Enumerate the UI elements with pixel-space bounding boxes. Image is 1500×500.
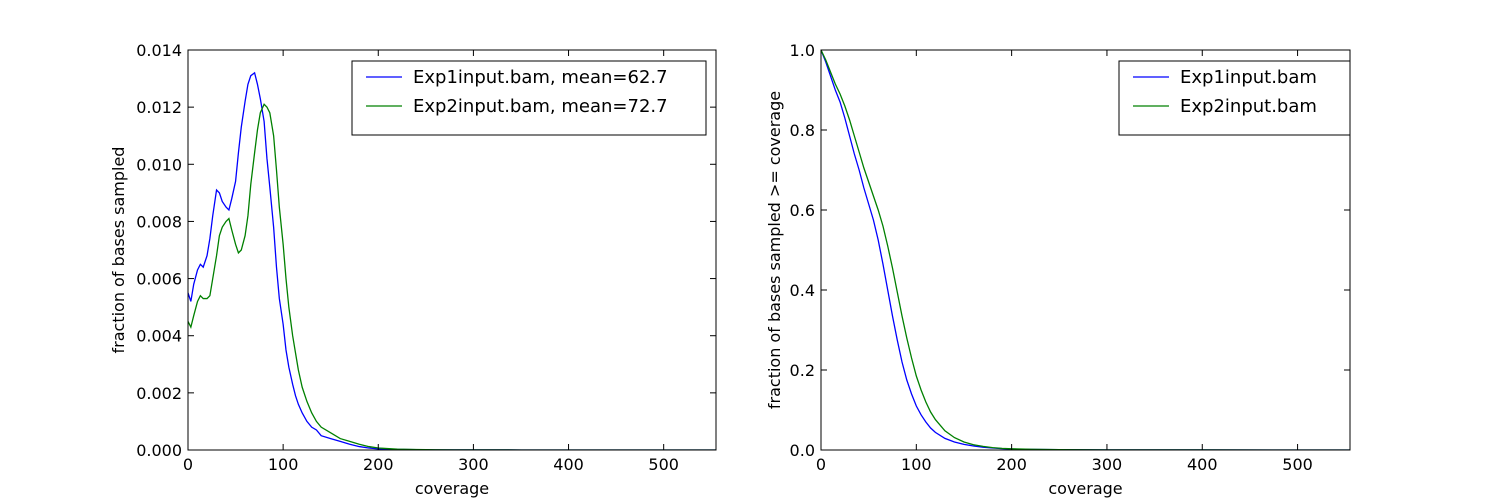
y-tick-label: 0.006	[136, 270, 182, 289]
series-line-2	[188, 103, 716, 450]
x-tick-label: 200	[363, 455, 394, 474]
x-tick-label: 400	[1187, 455, 1218, 474]
x-tick-label: 0	[183, 455, 193, 474]
x-tick-label: 100	[268, 455, 299, 474]
plot-area-frame	[187, 49, 717, 451]
x-tick-label: 300	[1092, 455, 1123, 474]
x-tick-label: 500	[1282, 455, 1313, 474]
y-axis-label: fraction of bases sampled >= coverage	[765, 91, 784, 409]
y-tick-label: 0.4	[790, 281, 815, 300]
x-tick-label: 400	[553, 455, 584, 474]
y-tick-label: 0.6	[790, 201, 815, 220]
x-tick-label: 200	[996, 455, 1027, 474]
x-tick-label: 0	[816, 455, 826, 474]
coverage-histogram-chart: 0 100 200 300 400 500 0.000 0.002 0.004 0.006 0.00…	[109, 41, 717, 498]
cumulative-coverage-chart: 0 100 200 300 400 500 0.0 0.2 0.4 0.6 0.8 1.0 covera…	[765, 41, 1351, 498]
y-tick-label: 0.012	[136, 98, 182, 117]
x-tick-label: 300	[458, 455, 489, 474]
y-tick-label: 0.2	[790, 361, 815, 380]
legend-label: Exp1input.bam	[1180, 67, 1317, 88]
series-line-2	[821, 50, 1350, 450]
legend-label: Exp2input.bam, mean=72.7	[413, 96, 668, 117]
y-tick-label: 0.004	[136, 327, 182, 346]
x-axis-label: coverage	[1048, 479, 1122, 498]
y-tick-label: 0.002	[136, 384, 182, 403]
y-tick-label: 0.014	[136, 41, 182, 60]
legend-label: Exp1input.bam, mean=62.7	[413, 67, 668, 88]
legend-label: Exp2input.bam	[1180, 96, 1317, 117]
y-tick-label: 0.008	[136, 212, 182, 231]
x-tick-label: 500	[648, 455, 679, 474]
y-tick-label: 0.8	[790, 121, 815, 140]
y-tick-label: 0.010	[136, 155, 182, 174]
plot-area-frame	[820, 49, 1351, 451]
y-tick-label: 0.0	[790, 441, 815, 460]
x-tick-label: 100	[901, 455, 932, 474]
y-axis-label: fraction of bases sampled	[109, 147, 128, 354]
legend-box	[1118, 60, 1351, 136]
legend-box	[351, 60, 707, 136]
x-axis-label: coverage	[415, 479, 489, 498]
y-tick-label: 0.000	[136, 441, 182, 460]
y-tick-label: 1.0	[790, 41, 815, 60]
